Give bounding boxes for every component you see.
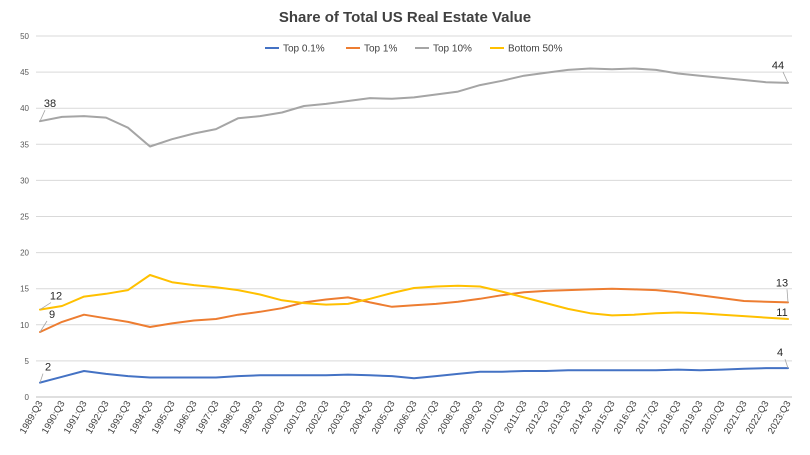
legend-entry: Bottom 50% bbox=[508, 44, 563, 55]
chart-title: Share of Total US Real Estate Value bbox=[279, 9, 531, 26]
data-label: 12 bbox=[50, 291, 62, 303]
data-label-leader bbox=[39, 110, 46, 122]
y-tick-label: 5 bbox=[25, 357, 30, 366]
legend-entry: Top 1% bbox=[364, 44, 397, 55]
series-lines bbox=[39, 67, 789, 384]
data-label-leader bbox=[39, 302, 52, 310]
y-tick-label: 50 bbox=[20, 32, 29, 41]
series-line bbox=[39, 67, 789, 148]
data-label-leader bbox=[782, 71, 789, 84]
data-label-leader bbox=[39, 373, 44, 383]
y-tick-label: 20 bbox=[20, 249, 29, 258]
y-tick-label: 0 bbox=[25, 393, 30, 402]
data-labels: 2 4 9 13 38 44 12 11 bbox=[39, 60, 789, 383]
series-line bbox=[39, 274, 789, 320]
data-label: 44 bbox=[772, 60, 784, 72]
data-label-leader bbox=[39, 320, 48, 333]
series-line bbox=[39, 287, 789, 333]
y-tick-label: 10 bbox=[20, 321, 29, 330]
legend-entry: Top 10% bbox=[433, 44, 472, 55]
data-label-leader bbox=[786, 289, 789, 303]
y-tick-label: 15 bbox=[20, 285, 29, 294]
y-tick-label: 45 bbox=[20, 68, 29, 77]
legend-entry: Top 0.1% bbox=[283, 44, 325, 55]
y-tick-label: 25 bbox=[20, 213, 29, 222]
gridlines bbox=[36, 35, 792, 398]
data-label-leader bbox=[784, 358, 789, 369]
data-label: 38 bbox=[44, 98, 56, 110]
y-tick-label: 35 bbox=[20, 140, 29, 149]
legend: Top 0.1% Top 1% Top 10% Bottom 50% bbox=[265, 44, 563, 55]
data-label: 2 bbox=[45, 362, 51, 374]
series-line bbox=[39, 367, 789, 384]
y-tick-label: 40 bbox=[20, 104, 29, 113]
data-label: 4 bbox=[777, 347, 783, 359]
data-label: 9 bbox=[49, 309, 55, 321]
x-axis-ticks: 1989:Q31990:Q31991:Q31992:Q31993:Q31994:… bbox=[18, 399, 794, 436]
y-axis-ticks: 0 5 10 15 20 25 30 35 40 45 50 bbox=[20, 32, 29, 402]
y-tick-label: 30 bbox=[20, 176, 29, 185]
data-label: 13 bbox=[776, 277, 788, 289]
data-label: 11 bbox=[776, 307, 787, 319]
